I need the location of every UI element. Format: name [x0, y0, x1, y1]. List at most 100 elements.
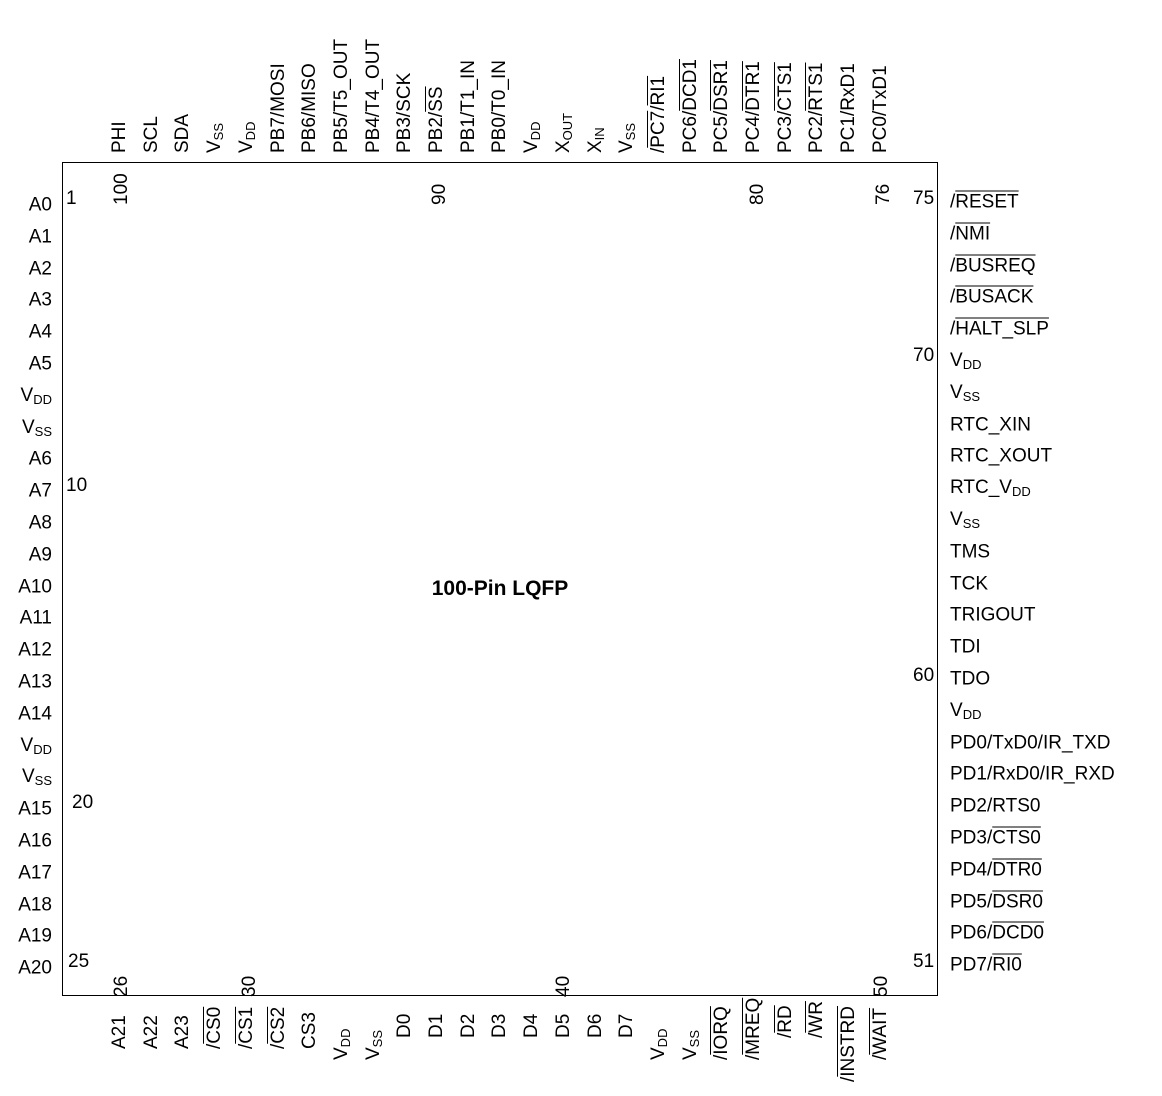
pin-left-a20-25: A20 — [18, 957, 52, 979]
pin-top-pc4-dtr1-80: PC4/DTR1 — [743, 61, 764, 153]
pin-top-v-ss-97: VSS — [204, 122, 227, 153]
pin-top-phi-100: PHI — [109, 121, 130, 153]
pin-left-a17-22: A17 — [18, 862, 52, 884]
pin-top-pb3-sck-91: PB3/SCK — [394, 72, 416, 153]
pin-right-v-ss-69: VSS — [950, 381, 981, 404]
pin-left-a8-11: A8 — [28, 512, 52, 534]
pin-left-a5-6: A5 — [28, 353, 52, 375]
pin-top-pb6-miso-94: PB6/MISO — [299, 63, 321, 153]
pin-bottom-cs3-32: CS3 — [299, 1012, 321, 1049]
pin-left-a1-2: A1 — [28, 226, 52, 248]
pin-bottom-d7-42: D7 — [616, 1013, 638, 1038]
package-title: 100-Pin LQFP — [431, 577, 569, 600]
pin-right-pd7-ri0-51: PD7/RI0 — [950, 954, 1022, 976]
pin-right-pd0-txd0-ir-txd-58: PD0/TxD0/IR_TXD — [950, 732, 1111, 754]
pin-right-v-dd-59: VDD — [950, 699, 982, 722]
pin-left-a3-4: A3 — [28, 289, 52, 311]
pin-number-30: 30 — [239, 975, 260, 997]
pin-left-a11-14: A11 — [19, 607, 52, 629]
pin-bottom-v-ss-34: VSS — [362, 1029, 385, 1060]
pin-left-a0-1: A0 — [28, 194, 52, 216]
pin-bottom-instrd-49: /INSTRD — [838, 1005, 860, 1082]
pin-right-rtc-xin-68: RTC_XIN — [950, 414, 1031, 436]
pin-number-100: 100 — [111, 173, 132, 205]
pin-bottom-iorq-45: /IORQ — [711, 1006, 733, 1060]
pin-right-tck-63: TCK — [950, 573, 988, 595]
pin-top-pb1-t1-in-89: PB1/T1_IN — [457, 60, 479, 153]
pin-number-75: 75 — [913, 188, 935, 209]
pin-left-a13-16: A13 — [18, 671, 52, 693]
pin-bottom-v-dd-43: VDD — [647, 1028, 670, 1060]
pin-right-rtc-v-dd-66: RTC_VDD — [950, 477, 1031, 500]
pin-right-rtc-xout-67: RTC_XOUT — [950, 445, 1053, 467]
pin-bottom-wr-48: /WR — [806, 1001, 828, 1038]
pin-bottom-cs2-31: /CS2 — [267, 1006, 289, 1049]
pin-right-pd2-rts0-56: PD2/RTS0 — [950, 795, 1041, 817]
pin-top-x-in-85: XIN — [584, 127, 607, 153]
pin-left-v-dd-7: VDD — [20, 384, 52, 407]
pin-number-70: 70 — [913, 345, 935, 366]
pin-number-50: 50 — [871, 975, 892, 997]
pin-bottom-a23-28: A23 — [172, 1015, 194, 1049]
pin-number-76: 76 — [873, 183, 894, 205]
pin-left-v-ss-19: VSS — [21, 766, 52, 789]
pin-right-pd1-rxd0-ir-rxd-57: PD1/RxD0/IR_RXD — [950, 763, 1115, 785]
pin-top-pb4-t4-out-92: PB4/T4_OUT — [362, 38, 384, 153]
pin-right-pd5-dsr0-53: PD5/DSR0 — [950, 891, 1043, 913]
pin-bottom-v-dd-33: VDD — [330, 1028, 353, 1060]
pin-right-v-ss-65: VSS — [950, 509, 981, 531]
pin-left-a7-10: A7 — [28, 480, 52, 502]
pin-left-v-dd-18: VDD — [20, 734, 52, 757]
pin-number-90: 90 — [429, 183, 450, 205]
pin-top-pc0-txd1-76: PC0/TxD1 — [869, 65, 891, 153]
pin-top-pc3-cts1-79: PC3/CTS1 — [774, 62, 796, 153]
pin-right-tms-64: TMS — [950, 541, 991, 563]
pin-bottom-d1-36: D1 — [426, 1013, 447, 1038]
pin-left-a18-23: A18 — [18, 894, 52, 916]
pin-right-trigout-62: TRIGOUT — [950, 604, 1036, 626]
pin-left-a6-9: A6 — [28, 448, 52, 470]
pin-bottom-d3-38: D3 — [489, 1013, 511, 1038]
pin-bottom-cs0-29: /CS0 — [204, 1006, 226, 1049]
pin-number-1: 1 — [66, 188, 77, 209]
pin-left-a15-20: A15 — [18, 798, 52, 820]
pin-bottom-a22-27: A22 — [140, 1015, 162, 1049]
pin-top-scl-99: SCL — [140, 116, 162, 153]
pin-right-halt-slp-71: /HALT_SLP — [950, 318, 1049, 340]
pin-bottom-cs1-30: /CS1 — [235, 1006, 257, 1049]
pin-top-x-out-86: XOUT — [552, 112, 575, 153]
pin-number-80: 80 — [747, 183, 768, 205]
pin-top-pc7-ri1-83: /PC7/RI1 — [647, 75, 669, 153]
pin-top-v-dd-96: VDD — [235, 121, 258, 153]
pin-number-26: 26 — [111, 975, 132, 997]
pin-bottom-wait-50: /WAIT — [869, 1007, 891, 1060]
pin-right-pd6-dcd0-52: PD6/DCD0 — [950, 922, 1044, 944]
pin-top-pc6-dcd1-82: PC6/DCD1 — [679, 59, 701, 153]
pin-number-51: 51 — [913, 951, 935, 972]
pin-number-20: 20 — [72, 792, 94, 813]
pin-right-busack-72: /BUSACK — [950, 286, 1034, 308]
pin-right-reset-75: /RESET — [950, 191, 1019, 213]
pin-bottom-d2-37: D2 — [457, 1013, 479, 1038]
pin-top-pc5-dsr1-81: PC5/DSR1 — [711, 60, 733, 153]
pin-number-25: 25 — [68, 951, 90, 972]
pin-right-nmi-74: /NMI — [950, 223, 991, 245]
pin-top-sda-98: SDA — [172, 113, 194, 153]
pin-bottom-v-ss-44: VSS — [679, 1029, 702, 1060]
pin-bottom-d4-39: D4 — [521, 1013, 543, 1038]
pin-top-pb0-t0-in-88: PB0/T0_IN — [489, 60, 511, 153]
pin-bottom-d5-40: D5 — [552, 1013, 574, 1038]
pin-left-a2-3: A2 — [28, 258, 52, 280]
package-outline — [62, 162, 938, 996]
pin-bottom-rd-47: /RD — [774, 1005, 796, 1038]
pin-right-pd4-dtr0-54: PD4/DTR0 — [950, 859, 1042, 881]
pin-number-10: 10 — [66, 475, 88, 496]
pin-left-a19-24: A19 — [18, 925, 52, 947]
pin-right-pd3-cts0-55: PD3/CTS0 — [950, 827, 1041, 849]
pin-right-tdo-60: TDO — [950, 668, 991, 690]
pin-right-tdi-61: TDI — [950, 636, 981, 658]
pin-bottom-a21-26: A21 — [109, 1015, 130, 1049]
pin-left-a16-21: A16 — [18, 830, 52, 852]
pin-left-a10-13: A10 — [18, 576, 52, 598]
